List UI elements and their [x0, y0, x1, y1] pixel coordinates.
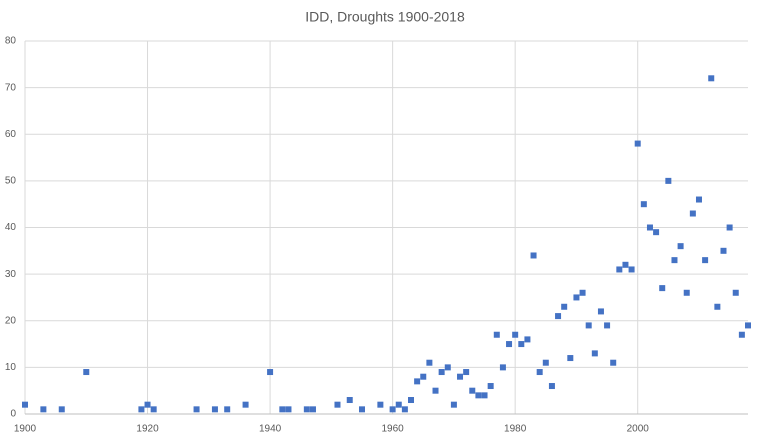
point	[22, 401, 28, 408]
point	[144, 401, 151, 408]
point	[506, 341, 513, 348]
point	[389, 406, 396, 413]
point	[211, 406, 218, 413]
point	[708, 75, 715, 82]
point	[640, 201, 647, 208]
y-tick-label: 40	[5, 222, 17, 233]
y-tick-label: 70	[5, 82, 17, 93]
point	[726, 224, 733, 231]
point	[591, 350, 598, 357]
point	[285, 406, 292, 413]
y-tick-label: 30	[5, 269, 17, 280]
point	[58, 406, 65, 413]
point	[530, 252, 537, 259]
point	[334, 401, 341, 408]
y-tick-label: 10	[5, 362, 17, 373]
point	[346, 397, 353, 404]
point	[138, 406, 145, 413]
point	[420, 373, 427, 380]
point	[401, 406, 408, 413]
point	[677, 243, 684, 250]
point	[512, 331, 519, 338]
point	[150, 406, 157, 413]
point	[732, 289, 739, 296]
point	[414, 378, 421, 385]
point	[463, 369, 470, 376]
point	[83, 369, 90, 376]
point	[438, 369, 445, 376]
point	[567, 355, 574, 362]
point	[597, 308, 604, 315]
point	[40, 406, 47, 413]
point	[585, 322, 592, 329]
x-tick-label: 1920	[136, 424, 159, 435]
point	[457, 373, 464, 380]
point	[628, 266, 635, 273]
x-tick-label: 1940	[259, 424, 282, 435]
point	[279, 406, 286, 413]
point	[309, 406, 316, 413]
point	[481, 392, 488, 399]
point	[499, 364, 506, 371]
y-tick-label: 20	[5, 315, 17, 326]
y-tick-label: 60	[5, 129, 17, 140]
point	[671, 257, 678, 264]
point	[432, 387, 439, 394]
point	[714, 303, 721, 310]
x-tick-label: 1960	[382, 424, 405, 435]
point	[745, 322, 751, 329]
y-tick-label: 0	[10, 409, 16, 420]
point	[524, 336, 531, 343]
point	[683, 289, 690, 296]
point	[555, 313, 562, 320]
point	[616, 266, 623, 273]
point	[224, 406, 231, 413]
point	[689, 210, 696, 217]
point	[377, 401, 384, 408]
point	[702, 257, 709, 264]
point	[475, 392, 482, 399]
point	[542, 359, 549, 366]
point	[573, 294, 580, 301]
x-tick-label: 1980	[504, 424, 527, 435]
point	[622, 261, 629, 268]
point	[493, 331, 500, 338]
point	[193, 406, 200, 413]
point	[358, 406, 365, 413]
point	[653, 229, 660, 236]
chart-title: IDD, Droughts 1900-2018	[305, 9, 465, 25]
point	[548, 383, 555, 390]
point	[395, 401, 402, 408]
point	[518, 341, 525, 348]
y-tick-label: 50	[5, 176, 17, 187]
point	[610, 359, 617, 366]
point	[720, 247, 727, 254]
point	[634, 140, 641, 147]
point	[536, 369, 543, 376]
x-tick-label: 2000	[627, 424, 650, 435]
point	[738, 331, 745, 338]
point	[579, 289, 586, 296]
point	[561, 303, 568, 310]
point	[408, 397, 415, 404]
point	[426, 359, 433, 366]
point	[646, 224, 653, 231]
point	[303, 406, 310, 413]
point	[487, 383, 494, 390]
point	[444, 364, 451, 371]
x-tick-label: 1900	[14, 424, 37, 435]
point	[665, 177, 672, 184]
point	[695, 196, 702, 203]
point	[242, 401, 249, 408]
point	[659, 285, 666, 292]
point	[267, 369, 274, 376]
y-tick-label: 80	[5, 36, 17, 47]
point	[469, 387, 476, 394]
point	[604, 322, 611, 329]
point	[450, 401, 457, 408]
